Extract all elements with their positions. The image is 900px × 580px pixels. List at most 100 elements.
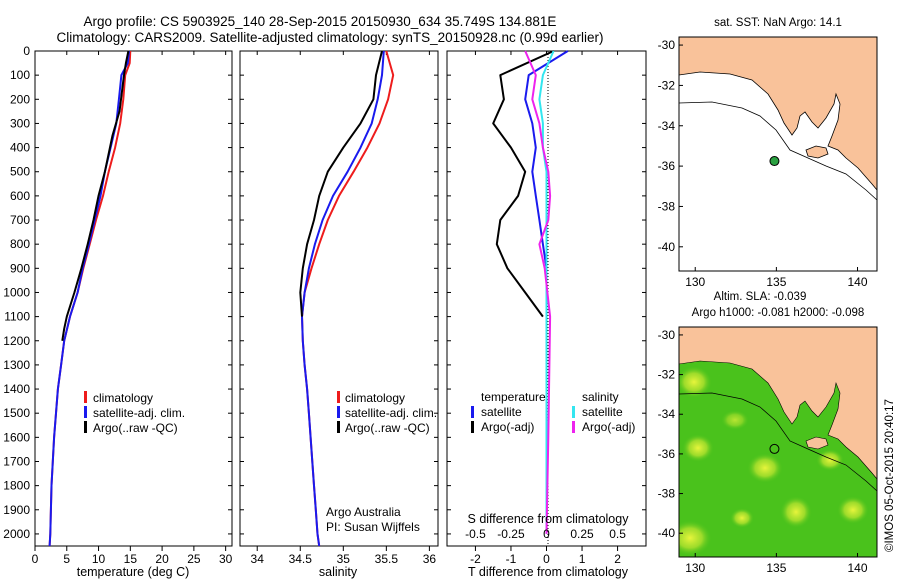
legend-label-sal-satellite: satellite (582, 405, 623, 419)
legend-swatch-satellite (84, 406, 87, 418)
sla-high-patch (679, 366, 712, 398)
map-y-tick-label: -30 (658, 38, 676, 52)
s-tick-label: 0.25 (570, 527, 594, 541)
y-tick-label: 700 (10, 213, 30, 227)
map-y-tick-label: -38 (658, 199, 676, 213)
salinity-difference-legend: salinity satellite Argo(-adj) (572, 390, 635, 434)
sla-high-patch (682, 434, 714, 462)
legend-swatch-temp-satellite (471, 406, 474, 418)
s-difference-ticks: -0.5 -0.25 0 0.25 0.5 (465, 527, 626, 541)
legend-swatch-satellite (337, 406, 340, 418)
sst-map: sat. SST: NaN Argo: 14.1 130 135 140 -30 -32… (658, 17, 878, 289)
salinity-legend: climatology satellite-adj. clim. Argo(..… (337, 391, 437, 435)
legend-label-sal-argo: Argo(-adj) (582, 420, 635, 434)
y-tick-label: 1300 (3, 358, 30, 372)
legend-swatch-argo (84, 421, 87, 433)
x-tick-label: 36 (423, 552, 437, 566)
series-line-temperature-argo-adj (492, 50, 555, 318)
legend-label-temp-satellite: satellite (481, 405, 522, 419)
sla-map-title-2: Argo h1000: -0.081 h2000: -0.098 (692, 307, 865, 319)
sst-float-marker (769, 156, 780, 167)
y-tick-label: 1100 (4, 310, 30, 324)
sst-map-ticks: 130 135 140 -30 -32 -34 -36 -38 -40 (658, 38, 868, 289)
x-tick-label: 30 (219, 552, 233, 566)
map-x-tick-label: 130 (685, 275, 705, 289)
x-tick-label: 34.5 (289, 552, 313, 566)
legend-title-temperature: temperature (481, 390, 546, 404)
y-tick-label: 1500 (3, 406, 30, 420)
x-tick-label: -2 (470, 552, 481, 566)
credit-line-2: PI: Susan Wijffels (326, 520, 420, 534)
t-difference-label: T difference from climatology (468, 565, 629, 579)
s-tick-label: -0.25 (497, 527, 525, 541)
y-tick-label: 1400 (3, 382, 30, 396)
map-y-tick-label: -38 (658, 487, 676, 501)
legend-swatch-sal-satellite (572, 406, 575, 418)
temperature-panel: 0100200300400500600700800900100011001200… (3, 44, 232, 579)
map-y-tick-label: -40 (658, 526, 676, 540)
legend-label-temp-argo: Argo(-adj) (481, 420, 534, 434)
map-y-tick-label: -30 (658, 328, 676, 342)
legend-swatch-sal-argo (572, 421, 575, 433)
sla-island (805, 436, 829, 450)
salinity-depth-ticks (240, 50, 438, 535)
y-tick-label: 300 (10, 116, 30, 130)
s-tick-label: 0 (543, 527, 550, 541)
sla-land (679, 327, 877, 480)
legend-label-satellite: satellite-adj. clim. (345, 406, 437, 420)
map-x-tick-label: 140 (848, 275, 868, 289)
series-line-climatology (301, 50, 395, 547)
sla-high-patch (730, 508, 754, 528)
map-x-tick-label: 130 (685, 561, 705, 575)
salinity-series (299, 50, 395, 547)
sst-shelf-contour (679, 101, 877, 201)
x-tick-label: 10 (92, 552, 106, 566)
temperature-axis: 0 5 10 15 20 25 30 (32, 51, 233, 566)
s-tick-label: 0.5 (609, 527, 626, 541)
x-tick-label: 2 (614, 552, 621, 566)
sla-map-ticks: 130 135 140 -30 -32 -34 -36 -38 -40 (658, 328, 868, 575)
map-x-tick-label: 140 (848, 561, 868, 575)
x-tick-label: 34 (251, 552, 265, 566)
series-line-salinity-argo-adj (524, 50, 552, 534)
imos-timestamp: ©IMOS 05-Oct-2015 20:40:17 (884, 399, 896, 552)
y-tick-label: 1900 (3, 503, 30, 517)
y-tick-label: 600 (10, 189, 30, 203)
series-line-salinity-satellite (538, 50, 555, 534)
temperature-legend: climatology satellite-adj. clim. Argo(..… (84, 391, 185, 435)
y-tick-label: 1800 (3, 479, 30, 493)
sst-map-title: sat. SST: NaN Argo: 14.1 (714, 17, 842, 29)
y-tick-label: 1200 (3, 334, 30, 348)
x-tick-label: 35.5 (375, 552, 399, 566)
y-tick-label: 0 (23, 44, 30, 58)
legend-swatch-argo (337, 421, 340, 433)
sla-high-patch (679, 520, 712, 556)
s-tick-label: -0.5 (465, 527, 486, 541)
temperature-xlabel: temperature (deg C) (77, 565, 190, 579)
sla-anomaly-field (679, 366, 869, 556)
series-line-satellite-adj-clim (48, 50, 131, 547)
salinity-xlabel: salinity (319, 565, 358, 579)
map-y-tick-label: -32 (658, 78, 676, 92)
sla-map: Altim. SLA: -0.039 Argo h1000: -0.081 h2… (658, 291, 878, 575)
map-x-tick-label: 135 (766, 275, 786, 289)
sla-shelf-contour (679, 392, 877, 492)
difference-series (492, 50, 569, 534)
map-x-tick-label: 135 (766, 561, 786, 575)
y-tick-label: 1700 (3, 454, 30, 468)
x-tick-label: -1 (506, 552, 517, 566)
y-tick-label: 1000 (3, 285, 30, 299)
s-difference-label: S difference from climatology (468, 512, 630, 526)
map-y-tick-label: -36 (658, 447, 676, 461)
y-tick-label: 900 (10, 261, 30, 275)
sla-high-patch (837, 496, 869, 524)
salinity-panel: 34 34.5 35 35.5 36 salinity climatology sate… (239, 50, 439, 579)
y-tick-label: 800 (10, 237, 30, 251)
series-line-argo-raw-qc (299, 50, 383, 317)
y-tick-label: 500 (10, 165, 30, 179)
sla-high-patch (721, 410, 749, 430)
sla-map-title-1: Altim. SLA: -0.039 (714, 291, 807, 303)
x-tick-label: 20 (155, 552, 169, 566)
map-y-tick-label: -32 (658, 368, 676, 382)
